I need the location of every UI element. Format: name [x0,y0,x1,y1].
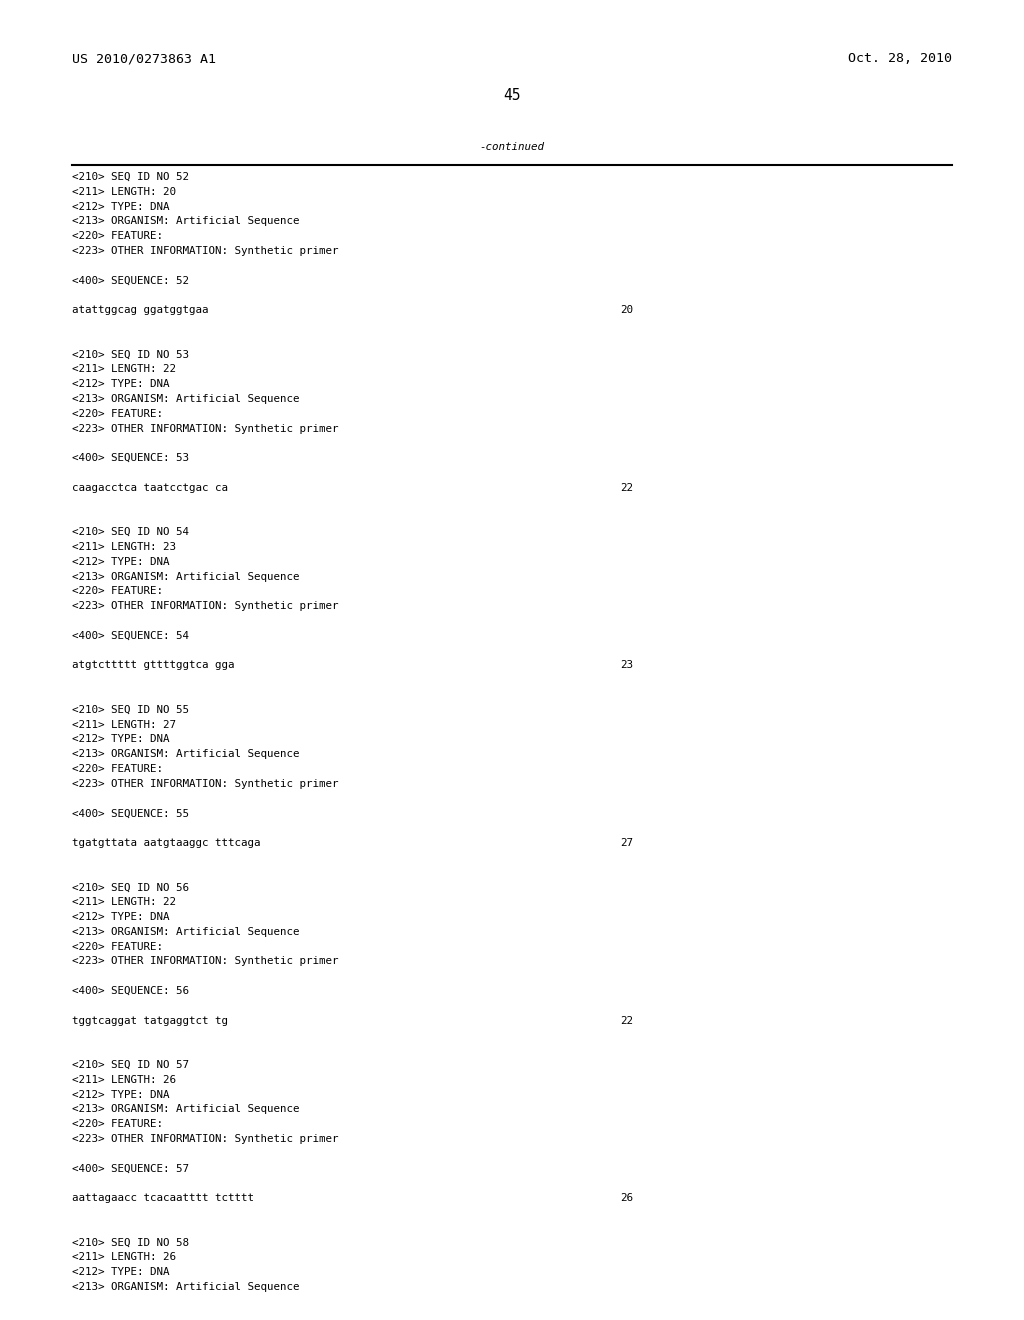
Text: Oct. 28, 2010: Oct. 28, 2010 [848,51,952,65]
Text: <400> SEQUENCE: 56: <400> SEQUENCE: 56 [72,986,189,997]
Text: <210> SEQ ID NO 56: <210> SEQ ID NO 56 [72,882,189,892]
Text: aattagaacc tcacaatttt tctttt: aattagaacc tcacaatttt tctttt [72,1193,254,1204]
Text: <213> ORGANISM: Artificial Sequence: <213> ORGANISM: Artificial Sequence [72,750,299,759]
Text: <210> SEQ ID NO 55: <210> SEQ ID NO 55 [72,705,189,715]
Text: <211> LENGTH: 26: <211> LENGTH: 26 [72,1074,176,1085]
Text: <210> SEQ ID NO 58: <210> SEQ ID NO 58 [72,1238,189,1247]
Text: <212> TYPE: DNA: <212> TYPE: DNA [72,379,170,389]
Text: <220> FEATURE:: <220> FEATURE: [72,941,163,952]
Text: 23: 23 [620,660,633,671]
Text: <400> SEQUENCE: 55: <400> SEQUENCE: 55 [72,808,189,818]
Text: <212> TYPE: DNA: <212> TYPE: DNA [72,202,170,211]
Text: 20: 20 [620,305,633,315]
Text: <211> LENGTH: 22: <211> LENGTH: 22 [72,898,176,907]
Text: <213> ORGANISM: Artificial Sequence: <213> ORGANISM: Artificial Sequence [72,1282,299,1292]
Text: <212> TYPE: DNA: <212> TYPE: DNA [72,1089,170,1100]
Text: <223> OTHER INFORMATION: Synthetic primer: <223> OTHER INFORMATION: Synthetic prime… [72,779,339,789]
Text: 27: 27 [620,838,633,847]
Text: <211> LENGTH: 23: <211> LENGTH: 23 [72,543,176,552]
Text: <223> OTHER INFORMATION: Synthetic primer: <223> OTHER INFORMATION: Synthetic prime… [72,601,339,611]
Text: 22: 22 [620,1015,633,1026]
Text: <223> OTHER INFORMATION: Synthetic primer: <223> OTHER INFORMATION: Synthetic prime… [72,1134,339,1144]
Text: <220> FEATURE:: <220> FEATURE: [72,764,163,774]
Text: US 2010/0273863 A1: US 2010/0273863 A1 [72,51,216,65]
Text: <210> SEQ ID NO 53: <210> SEQ ID NO 53 [72,350,189,359]
Text: <212> TYPE: DNA: <212> TYPE: DNA [72,1267,170,1278]
Text: <210> SEQ ID NO 57: <210> SEQ ID NO 57 [72,1060,189,1071]
Text: <210> SEQ ID NO 54: <210> SEQ ID NO 54 [72,527,189,537]
Text: <212> TYPE: DNA: <212> TYPE: DNA [72,734,170,744]
Text: atgtcttttt gttttggtca gga: atgtcttttt gttttggtca gga [72,660,234,671]
Text: <211> LENGTH: 27: <211> LENGTH: 27 [72,719,176,730]
Text: <220> FEATURE:: <220> FEATURE: [72,1119,163,1129]
Text: <213> ORGANISM: Artificial Sequence: <213> ORGANISM: Artificial Sequence [72,927,299,937]
Text: <211> LENGTH: 22: <211> LENGTH: 22 [72,364,176,375]
Text: caagacctca taatcctgac ca: caagacctca taatcctgac ca [72,483,228,492]
Text: <223> OTHER INFORMATION: Synthetic primer: <223> OTHER INFORMATION: Synthetic prime… [72,246,339,256]
Text: <211> LENGTH: 20: <211> LENGTH: 20 [72,187,176,197]
Text: <213> ORGANISM: Artificial Sequence: <213> ORGANISM: Artificial Sequence [72,216,299,227]
Text: <400> SEQUENCE: 53: <400> SEQUENCE: 53 [72,453,189,463]
Text: <400> SEQUENCE: 52: <400> SEQUENCE: 52 [72,276,189,285]
Text: <213> ORGANISM: Artificial Sequence: <213> ORGANISM: Artificial Sequence [72,572,299,582]
Text: <210> SEQ ID NO 52: <210> SEQ ID NO 52 [72,172,189,182]
Text: <211> LENGTH: 26: <211> LENGTH: 26 [72,1253,176,1262]
Text: 22: 22 [620,483,633,492]
Text: <213> ORGANISM: Artificial Sequence: <213> ORGANISM: Artificial Sequence [72,1105,299,1114]
Text: <223> OTHER INFORMATION: Synthetic primer: <223> OTHER INFORMATION: Synthetic prime… [72,424,339,433]
Text: <223> OTHER INFORMATION: Synthetic primer: <223> OTHER INFORMATION: Synthetic prime… [72,957,339,966]
Text: <212> TYPE: DNA: <212> TYPE: DNA [72,912,170,921]
Text: tgatgttata aatgtaaggc tttcaga: tgatgttata aatgtaaggc tttcaga [72,838,260,847]
Text: <220> FEATURE:: <220> FEATURE: [72,409,163,418]
Text: tggtcaggat tatgaggtct tg: tggtcaggat tatgaggtct tg [72,1015,228,1026]
Text: <212> TYPE: DNA: <212> TYPE: DNA [72,557,170,566]
Text: 26: 26 [620,1193,633,1204]
Text: <213> ORGANISM: Artificial Sequence: <213> ORGANISM: Artificial Sequence [72,393,299,404]
Text: <220> FEATURE:: <220> FEATURE: [72,231,163,242]
Text: <400> SEQUENCE: 57: <400> SEQUENCE: 57 [72,1164,189,1173]
Text: 45: 45 [503,88,521,103]
Text: <400> SEQUENCE: 54: <400> SEQUENCE: 54 [72,631,189,640]
Text: -continued: -continued [479,143,545,152]
Text: <220> FEATURE:: <220> FEATURE: [72,586,163,597]
Text: atattggcag ggatggtgaa: atattggcag ggatggtgaa [72,305,209,315]
